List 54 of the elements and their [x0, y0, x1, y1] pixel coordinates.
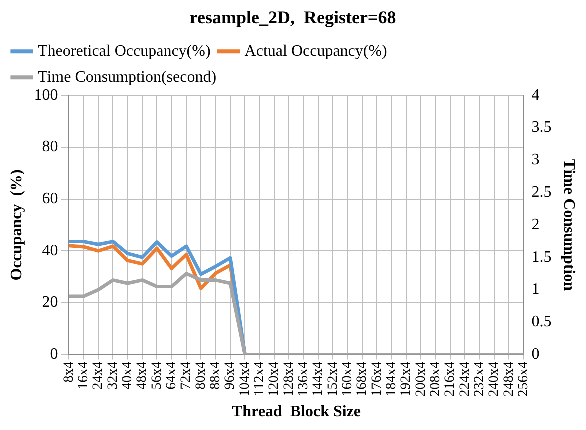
- x-tick-label: 152x4: [326, 362, 341, 397]
- y2-tick-label: 3: [532, 152, 540, 169]
- y-tick-label: 100: [34, 86, 58, 104]
- y2-tick-label: 1.5: [532, 248, 552, 266]
- y-tick-label: 0: [50, 346, 58, 364]
- x-tick-label: 48x4: [135, 362, 150, 390]
- x-tick-label: 56x4: [150, 362, 165, 390]
- y2-tick-label: 4: [532, 86, 540, 104]
- x-tick-label: 64x4: [164, 362, 180, 390]
- y-axis-title: Occupancy (%): [8, 170, 26, 281]
- x-tick-label: 80x4: [194, 362, 209, 390]
- y2-tick-label: 2.5: [532, 184, 552, 202]
- legend-label: Time Consumption(second): [38, 68, 217, 86]
- x-tick-label: 184x4: [384, 362, 400, 397]
- x-tick-label: 40x4: [120, 362, 136, 390]
- x-tick-label: 120x4: [267, 362, 282, 397]
- x-tick-label: 112x4: [252, 362, 268, 396]
- x-tick-label: 248x4: [502, 362, 517, 397]
- x-tick-label: 216x4: [443, 362, 458, 397]
- y2-tick-label: 1: [532, 281, 540, 298]
- x-tick-label: 192x4: [399, 362, 414, 397]
- x-tick-label: 208x4: [428, 362, 444, 397]
- legend-label: Actual Occupancy(%): [244, 42, 388, 60]
- x-tick-label: 240x4: [487, 362, 502, 397]
- y2-tick-label: 2: [532, 216, 540, 234]
- legend-label: Theoretical Occupancy(%): [38, 42, 211, 60]
- y-tick-label: 40: [42, 242, 58, 260]
- y2-axis-title: Time Consumption: [560, 159, 578, 292]
- x-tick-label: 200x4: [414, 362, 429, 397]
- x-tick-label: 24x4: [91, 362, 106, 390]
- x-tick-label: 224x4: [458, 362, 473, 397]
- x-tick-label: 136x4: [296, 362, 312, 397]
- x-tick-label: 160x4: [340, 362, 356, 397]
- y2-tick-label: 3.5: [532, 119, 552, 136]
- x-axis-title: Thread Block Size: [232, 404, 362, 421]
- x-tick-label: 88x4: [208, 362, 224, 390]
- x-tick-label: 176x4: [370, 362, 385, 397]
- y2-tick-label: 0.5: [532, 314, 552, 331]
- x-tick-label: 96x4: [223, 362, 238, 390]
- x-tick-label: 144x4: [311, 362, 326, 397]
- x-tick-label: 16x4: [76, 362, 92, 390]
- x-tick-label: 168x4: [355, 362, 370, 397]
- x-tick-label: 104x4: [238, 362, 253, 397]
- y-tick-label: 60: [42, 190, 58, 208]
- x-tick-label: 232x4: [472, 362, 488, 397]
- x-tick-label: 256x4: [516, 362, 532, 397]
- x-tick-label: 72x4: [179, 362, 194, 390]
- chart-title: resample_2D, Register=68: [190, 7, 396, 28]
- x-tick-label: 32x4: [106, 362, 121, 390]
- y-tick-label: 80: [42, 138, 58, 156]
- x-tick-label: 8x4: [62, 362, 77, 383]
- y2-tick-label: 0: [532, 346, 540, 364]
- x-tick-label: 128x4: [282, 362, 297, 397]
- y-tick-label: 20: [42, 294, 58, 312]
